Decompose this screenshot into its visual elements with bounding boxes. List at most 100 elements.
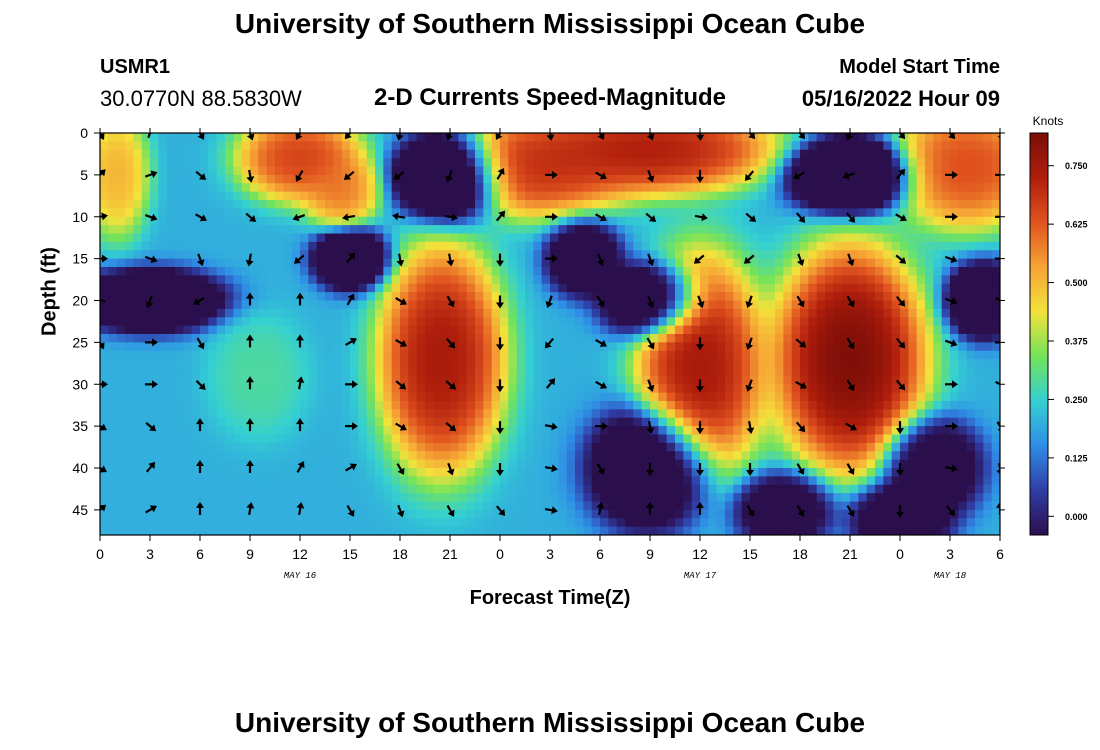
heatmap-cell [183, 493, 193, 503]
heatmap-cell [741, 359, 751, 369]
heatmap-cell [733, 392, 743, 402]
model-start-value: 05/16/2022 Hour 09 [801, 86, 1000, 111]
heatmap-cell [925, 501, 934, 511]
heatmap-cell [466, 350, 476, 360]
heatmap-cell [825, 359, 834, 369]
heatmap-cell [616, 275, 626, 285]
heatmap-cell [166, 133, 176, 142]
heatmap-cell [975, 292, 984, 302]
heatmap-cell [866, 459, 876, 469]
heatmap-cell [391, 225, 401, 235]
heatmap-cell [683, 174, 693, 184]
heatmap-cell [675, 434, 684, 444]
heatmap-cell [641, 166, 651, 176]
heatmap-cell [658, 409, 668, 419]
heatmap-cell [383, 325, 393, 335]
heatmap-cell [408, 317, 418, 327]
heatmap-cell [308, 325, 318, 335]
heatmap-cell [800, 409, 809, 419]
heatmap-cell [166, 484, 176, 494]
plot-title: 2-D Currents Speed-Magnitude [373, 84, 727, 111]
heatmap-cell [483, 484, 493, 494]
heatmap-cell [516, 384, 526, 394]
heatmap-cell [583, 149, 593, 159]
heatmap-cell [808, 267, 818, 276]
heatmap-cell [525, 133, 534, 142]
heatmap-cell [566, 401, 576, 410]
heatmap-cell [433, 493, 443, 503]
heatmap-cell [575, 166, 584, 176]
heatmap-cell [166, 468, 176, 477]
heatmap-cell [608, 501, 618, 511]
heatmap-cell [683, 426, 693, 436]
heatmap-cell [883, 191, 893, 201]
heatmap-cell [658, 342, 668, 352]
heatmap-cell [158, 216, 168, 226]
heatmap-cell [741, 334, 751, 343]
heatmap-cell [875, 459, 884, 469]
heatmap-cell [458, 392, 468, 402]
heatmap-cell [550, 166, 559, 176]
heatmap-cell [891, 392, 901, 402]
heatmap-cell [683, 183, 693, 193]
heatmap-cell [516, 283, 526, 293]
heatmap-cell [800, 166, 809, 176]
heatmap-cell [800, 250, 809, 260]
heatmap-cell [125, 241, 134, 251]
heatmap-cell [333, 442, 343, 452]
heatmap-cell [775, 174, 784, 184]
heatmap-cell [858, 200, 868, 209]
heatmap-cell [758, 267, 768, 276]
heatmap-cell [741, 216, 751, 226]
heatmap-cell [525, 509, 534, 519]
heatmap-cell [250, 359, 259, 369]
heatmap-cell [675, 409, 684, 419]
heatmap-cell [691, 375, 701, 385]
heatmap-cell [508, 141, 518, 151]
heatmap-cell [408, 468, 418, 477]
heatmap-cell [933, 216, 943, 226]
heatmap-cell [266, 384, 276, 394]
heatmap-cell [500, 216, 509, 226]
heatmap-cell [925, 367, 934, 377]
heatmap-cell [175, 325, 184, 335]
heatmap-cell [183, 468, 193, 477]
heatmap-cell [866, 409, 876, 419]
heatmap-cell [325, 166, 334, 176]
heatmap-cell [516, 141, 526, 151]
heatmap-cell [375, 292, 384, 302]
heatmap-cell [908, 283, 918, 293]
heatmap-cell [600, 350, 609, 360]
heatmap-cell [241, 493, 251, 503]
heatmap-cell [791, 509, 801, 519]
heatmap-cell [175, 417, 184, 427]
heatmap-cell [475, 141, 484, 151]
heatmap-cell [666, 401, 676, 410]
heatmap-cell [108, 367, 118, 377]
heatmap-cell [291, 334, 301, 343]
heatmap-cell [616, 133, 626, 142]
heatmap-cell [766, 216, 776, 226]
heatmap-cell [941, 225, 951, 235]
heatmap-cell [600, 141, 609, 151]
heatmap-cell [925, 342, 934, 352]
heatmap-cell [883, 426, 893, 436]
heatmap-cell [466, 233, 476, 243]
heatmap-cell [541, 317, 551, 327]
heatmap-cell [458, 501, 468, 511]
heatmap-cell [175, 166, 184, 176]
heatmap-cell [491, 292, 501, 302]
heatmap-cell [975, 451, 984, 461]
heatmap-cell [850, 468, 859, 477]
heatmap-cell [458, 442, 468, 452]
heatmap-cell [725, 493, 734, 503]
heatmap-cell [208, 350, 218, 360]
heatmap-cell [183, 317, 193, 327]
heatmap-cell [475, 200, 484, 209]
heatmap-cell [158, 442, 168, 452]
heatmap-cell [191, 267, 201, 276]
heatmap-cell [583, 334, 593, 343]
heatmap-cell [233, 518, 243, 528]
heatmap-cell [950, 384, 959, 394]
heatmap-cell [741, 292, 751, 302]
